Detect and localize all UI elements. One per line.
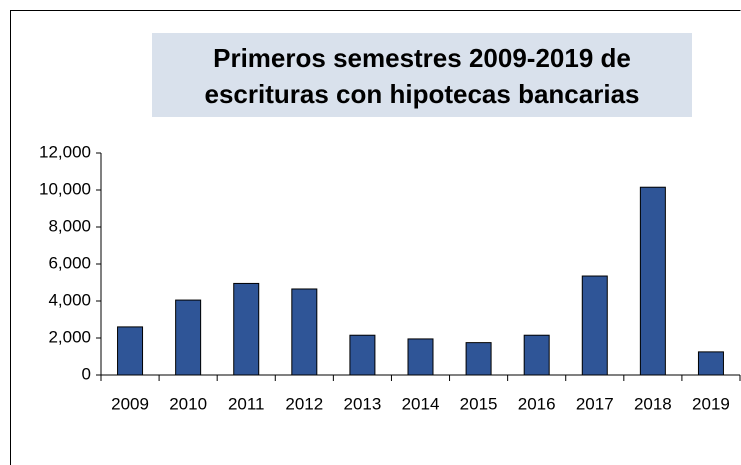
- x-tick-label: 2011: [228, 394, 265, 413]
- y-tick-label: 10,000: [39, 179, 91, 198]
- x-tick-label: 2017: [576, 394, 614, 413]
- bar: [349, 334, 376, 376]
- bar: [233, 282, 260, 376]
- y-tick-label: 8,000: [48, 216, 91, 235]
- bar: [697, 351, 724, 376]
- bar: [523, 334, 550, 376]
- x-tick-label: 2016: [518, 394, 556, 413]
- x-tick-label: 2013: [343, 394, 381, 413]
- chart-title: Primeros semestres 2009-2019 de: [213, 43, 631, 73]
- x-tick-label: 2014: [402, 394, 440, 413]
- bar: [117, 326, 144, 376]
- x-tick-label: 2010: [169, 394, 207, 413]
- chart-title: escrituras con hipotecas bancarias: [205, 79, 640, 109]
- y-tick-label: 2,000: [48, 327, 91, 346]
- x-tick-label: 2009: [111, 394, 149, 413]
- bar: [291, 288, 318, 376]
- y-tick-label: 0: [82, 364, 91, 383]
- chart-frame: [10, 10, 741, 465]
- x-tick-label: 2015: [460, 394, 498, 413]
- x-tick-label: 2012: [285, 394, 323, 413]
- bar: [465, 342, 492, 376]
- y-tick-label: 12,000: [39, 142, 91, 161]
- bar: [581, 275, 608, 376]
- y-tick-label: 6,000: [48, 253, 91, 272]
- bar: [639, 186, 666, 376]
- x-tick-label: 2018: [634, 394, 672, 413]
- y-tick-label: 4,000: [48, 290, 91, 309]
- x-tick-label: 2019: [692, 394, 730, 413]
- bar: [175, 299, 202, 376]
- title-box: [152, 33, 692, 117]
- bar: [407, 338, 434, 376]
